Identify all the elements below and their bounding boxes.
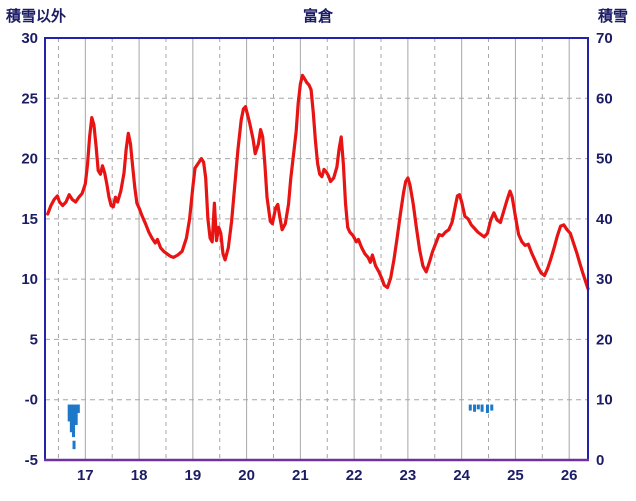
right-tick-label: 20	[596, 331, 613, 348]
right-tick-label: 60	[596, 90, 613, 107]
snow-bars	[67, 404, 494, 450]
left-tick-label: 25	[21, 90, 38, 107]
right-axis-title: 積雪	[597, 8, 628, 25]
right-tick-label: 10	[596, 392, 613, 409]
x-tick-label: 23	[400, 467, 417, 484]
right-tick-label: 70	[596, 30, 613, 47]
plot-frame	[44, 37, 589, 461]
x-tick-label: 21	[292, 467, 309, 484]
left-axis-tick-labels: 30 25 20 15 10 5 -0 -5	[21, 30, 38, 469]
x-tick-label: 22	[346, 467, 363, 484]
x-tick-label: 26	[561, 467, 578, 484]
left-tick-label: 20	[21, 151, 38, 168]
right-tick-label: 30	[596, 271, 613, 288]
x-tick-label: 18	[131, 467, 148, 484]
chart-title: 富倉	[302, 8, 333, 25]
right-tick-label: 0	[596, 452, 604, 469]
x-axis-tick-labels: 17 18 19 20 21 22 23 24 25 26	[77, 467, 578, 484]
right-axis-tick-labels: 70 60 50 40 30 20 10 0	[596, 30, 613, 469]
left-tick-label: 10	[21, 271, 38, 288]
right-tick-label: 40	[596, 211, 613, 228]
left-axis-title: 積雪以外	[6, 8, 67, 25]
x-tick-label: 19	[185, 467, 202, 484]
temperature-line	[46, 73, 590, 291]
left-tick-label: -5	[25, 452, 38, 469]
gridlines	[45, 38, 588, 460]
left-tick-label: -0	[25, 392, 38, 409]
x-tick-label: 24	[453, 467, 470, 484]
x-tick-label: 17	[77, 467, 94, 484]
left-tick-label: 15	[21, 211, 38, 228]
left-tick-label: 5	[30, 331, 38, 348]
left-tick-label: 30	[21, 30, 38, 47]
right-tick-label: 50	[596, 151, 613, 168]
x-tick-label: 25	[507, 467, 524, 484]
x-tick-label: 20	[238, 467, 255, 484]
